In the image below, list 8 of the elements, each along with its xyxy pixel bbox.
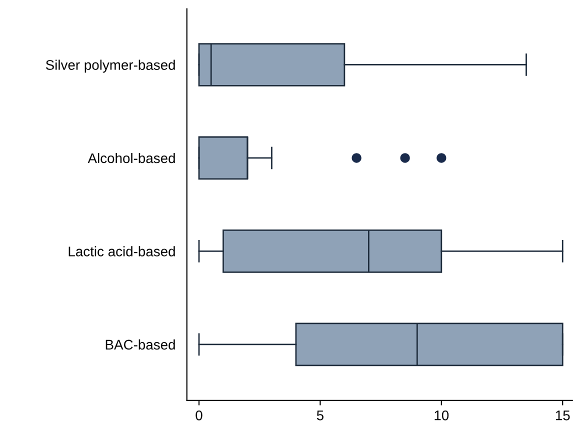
- y-tick-label: Lactic acid-based: [68, 246, 175, 256]
- x-tick-label: 10: [434, 410, 449, 420]
- y-tick-label: Alcohol-based: [88, 152, 175, 164]
- x-tick-label: 0: [196, 410, 202, 420]
- y-tick-label: BAC-based: [106, 339, 175, 350]
- y-tick-label: Silver polymer-based: [46, 60, 175, 73]
- x-tick-label: 15: [556, 410, 570, 420]
- x-tick-label: 5: [316, 410, 324, 420]
